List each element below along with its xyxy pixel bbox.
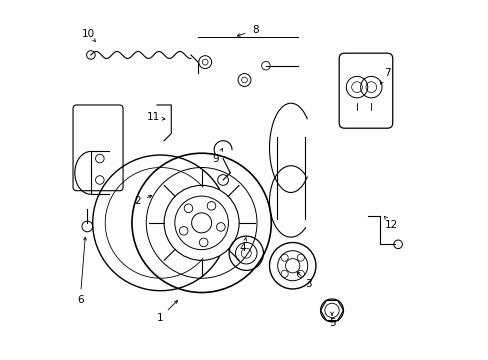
Text: 6: 6 — [77, 295, 83, 305]
Text: 9: 9 — [212, 154, 219, 163]
Text: 12: 12 — [384, 220, 398, 230]
Text: 5: 5 — [328, 318, 335, 328]
Text: 10: 10 — [81, 28, 94, 39]
Text: 1: 1 — [157, 312, 163, 323]
Text: 11: 11 — [146, 112, 160, 122]
Text: 4: 4 — [239, 243, 245, 253]
Text: 3: 3 — [305, 279, 311, 289]
Text: 8: 8 — [251, 25, 258, 35]
Text: 7: 7 — [383, 68, 390, 78]
Text: 2: 2 — [134, 197, 141, 206]
